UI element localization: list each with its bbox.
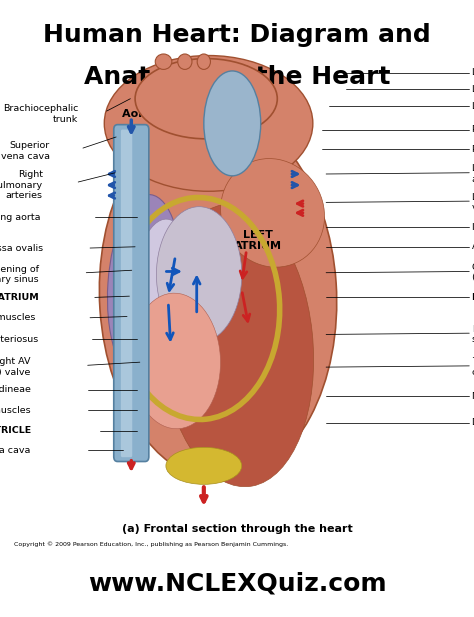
Text: Cusp of left AV
(mitral) valve: Cusp of left AV (mitral) valve [472, 263, 474, 283]
Text: Cusp of right AV
(tricuspid) valve: Cusp of right AV (tricuspid) valve [0, 357, 31, 377]
Text: Left common carotid artery: Left common carotid artery [472, 68, 474, 77]
Ellipse shape [135, 59, 277, 139]
Text: Papillary muscles: Papillary muscles [0, 406, 31, 415]
Text: RIGHT ATRIUM: RIGHT ATRIUM [0, 293, 39, 302]
Text: Pulmonary trunk: Pulmonary trunk [472, 125, 474, 134]
Text: Pectinate muscles: Pectinate muscles [0, 313, 36, 322]
FancyBboxPatch shape [121, 130, 132, 457]
Text: Brachiocephalic
trunk: Brachiocephalic trunk [3, 104, 78, 124]
Ellipse shape [108, 194, 182, 379]
Text: Fossa ovalis: Fossa ovalis [0, 244, 43, 252]
Ellipse shape [166, 447, 242, 484]
Text: Left subclavian artery: Left subclavian artery [472, 85, 474, 94]
Text: Human Heart: Diagram and: Human Heart: Diagram and [43, 23, 431, 47]
Ellipse shape [155, 54, 172, 69]
Text: Anatomy of the Heart: Anatomy of the Heart [84, 65, 390, 89]
Text: Interatrial septum: Interatrial septum [472, 223, 474, 231]
Ellipse shape [130, 219, 197, 392]
Text: Aortic valve: Aortic valve [472, 242, 474, 251]
Ellipse shape [220, 159, 325, 267]
Text: Inferior vena cava: Inferior vena cava [0, 446, 31, 455]
Text: Ascending aorta: Ascending aorta [0, 213, 40, 222]
Text: Ligamentum arteriosum: Ligamentum arteriosum [472, 102, 474, 110]
Text: LEFT VENTRICLE: LEFT VENTRICLE [472, 293, 474, 302]
Text: RIGHT VENTRICLE: RIGHT VENTRICLE [0, 426, 31, 435]
Text: Interventricular
septum: Interventricular septum [472, 325, 474, 344]
Text: Opening of
coronary sinus: Opening of coronary sinus [0, 265, 39, 284]
Text: www.NCLEXQuiz.com: www.NCLEXQuiz.com [88, 571, 386, 595]
Ellipse shape [104, 56, 313, 191]
Ellipse shape [197, 54, 210, 69]
Text: Left pulmonary
veins: Left pulmonary veins [472, 193, 474, 212]
Text: Descending aorta: Descending aorta [472, 418, 474, 427]
Ellipse shape [204, 71, 261, 176]
Text: Right
pulmonary
arteries: Right pulmonary arteries [0, 170, 43, 200]
Ellipse shape [156, 207, 242, 342]
Ellipse shape [178, 54, 192, 69]
Ellipse shape [130, 293, 220, 429]
Text: Superior
vena cava: Superior vena cava [1, 141, 50, 161]
Text: Trabeculae
carneae: Trabeculae carneae [472, 357, 474, 377]
Ellipse shape [160, 204, 314, 487]
Text: Aortic arch: Aortic arch [122, 109, 191, 119]
Text: Pulmonary valve: Pulmonary valve [472, 145, 474, 154]
Text: Moderator band: Moderator band [472, 392, 474, 400]
Text: (a) Frontal section through the heart: (a) Frontal section through the heart [122, 524, 352, 534]
Text: Left pulmonary
arteries: Left pulmonary arteries [472, 164, 474, 184]
Text: LEFT
ATRIUM: LEFT ATRIUM [234, 230, 283, 252]
FancyBboxPatch shape [114, 125, 149, 462]
Text: Chordae tendineae: Chordae tendineae [0, 386, 31, 394]
Ellipse shape [100, 111, 337, 481]
Text: Conus arteriosus: Conus arteriosus [0, 335, 38, 344]
Text: Copyright © 2009 Pearson Education, Inc., publishing as Pearson Benjamin Cumming: Copyright © 2009 Pearson Education, Inc.… [14, 541, 289, 547]
